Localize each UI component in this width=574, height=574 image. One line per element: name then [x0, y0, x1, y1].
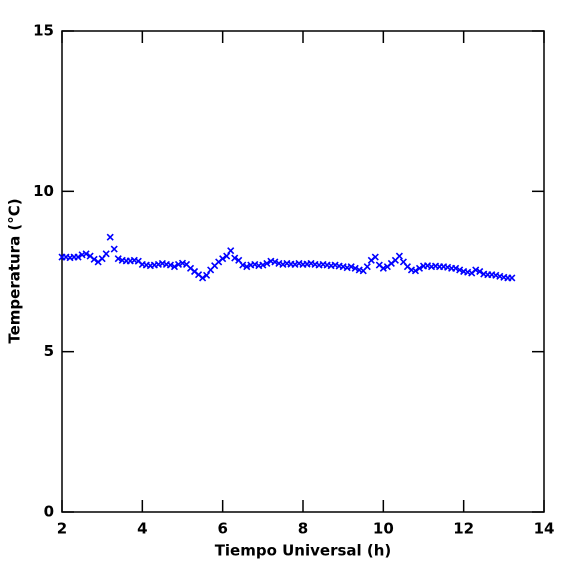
y-tick-label: 10: [33, 182, 54, 200]
point: [170, 263, 179, 271]
point: [227, 247, 235, 255]
x-tick-label: 2: [57, 520, 67, 538]
point: [263, 259, 271, 268]
point: [106, 233, 114, 241]
point: [371, 253, 379, 261]
point: [82, 250, 90, 258]
point: [363, 263, 371, 271]
point: [174, 260, 183, 269]
point: [199, 274, 207, 282]
point: [456, 266, 464, 274]
point: [231, 254, 239, 262]
point: [415, 264, 424, 272]
x-tick-label: 14: [534, 520, 555, 538]
point: [508, 274, 516, 282]
point: [379, 264, 387, 272]
point: [411, 267, 420, 275]
x-tick-label: 4: [137, 520, 147, 538]
point: [74, 253, 82, 261]
plot-frame: [61, 30, 545, 513]
y-tick-label: 0: [44, 503, 54, 521]
point: [251, 260, 259, 269]
x-tick-label: 12: [453, 520, 474, 538]
point: [452, 264, 460, 272]
point: [166, 261, 175, 269]
point: [351, 264, 359, 272]
point: [476, 267, 484, 276]
point: [239, 261, 247, 269]
point: [90, 255, 98, 263]
point: [395, 252, 403, 260]
x-tick-label: 8: [298, 520, 308, 538]
point: [347, 263, 355, 271]
y-tick-label: 5: [44, 342, 54, 360]
point: [472, 266, 480, 274]
y-axis-label: Temperatura (°C): [6, 198, 24, 343]
x-axis-label: Tiempo Universal (h): [215, 542, 392, 560]
point: [219, 255, 227, 263]
point: [271, 258, 279, 266]
point: [102, 250, 110, 258]
point: [259, 261, 267, 269]
x-tick-label: 10: [373, 520, 394, 538]
point: [114, 255, 122, 263]
point: [243, 263, 251, 271]
x-tick-label: 6: [217, 520, 227, 538]
y-tick-label: 15: [33, 22, 54, 40]
point: [110, 245, 118, 253]
point: [223, 252, 231, 260]
point: [203, 271, 211, 279]
point: [178, 259, 187, 267]
